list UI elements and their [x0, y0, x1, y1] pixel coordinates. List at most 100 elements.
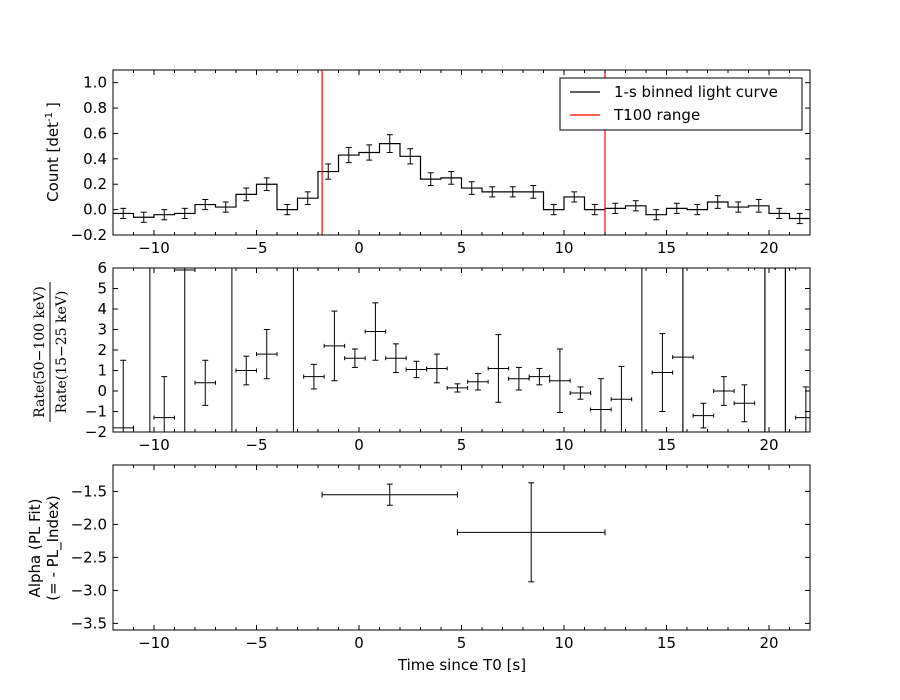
- alpha-x-tick-label: 5: [457, 634, 467, 652]
- light-curve-error-bar: [571, 191, 578, 203]
- hardness-ratio-point: [590, 378, 612, 432]
- light-curve-error-bar: [591, 204, 598, 216]
- light-curve-y-tick-label: 0.6: [83, 124, 107, 142]
- alpha-y-tick-label: −3.0: [71, 581, 107, 599]
- hardness-ratio-point: [323, 310, 346, 382]
- legend-box: [559, 77, 803, 131]
- legend-label-light-curve: 1-s binned light curve: [614, 83, 778, 101]
- light-curve-error-bar: [140, 211, 147, 223]
- light-curve-x-tick-label: −10: [138, 239, 170, 257]
- light-curve-error-bar: [304, 191, 311, 206]
- hardness-ratio-point: [426, 353, 448, 384]
- alpha-x-tick-label: 10: [554, 634, 573, 652]
- x-axis-label: Time since T0 [s]: [397, 656, 526, 674]
- hardness-ratio-x-tick-label: 0: [354, 436, 364, 454]
- hardness-ratio-point: [344, 348, 366, 368]
- light-curve-error-bar: [530, 185, 537, 199]
- light-curve-error-bar: [222, 201, 229, 213]
- light-curve-y-tick-label: −0.2: [71, 226, 107, 244]
- hardness-ratio-point: [713, 376, 735, 406]
- light-curve-error-bar: [407, 148, 414, 165]
- hardness-ratio-y-tick-label: 6: [97, 259, 107, 277]
- hardness-ratio-point: [405, 360, 428, 379]
- light-curve-error-bar: [632, 200, 639, 212]
- alpha-point: [321, 483, 458, 506]
- hardness-ratio-x-tick-label: −10: [138, 436, 170, 454]
- light-curve-error-bar: [120, 207, 127, 219]
- light-curve-error-bar: [366, 144, 373, 161]
- light-curve-error-bar: [509, 186, 516, 198]
- light-curve-error-bar: [673, 202, 680, 214]
- alpha-x-tick-label: 20: [759, 634, 778, 652]
- hardness-ratio-point: [467, 373, 489, 391]
- hardness-ratio-point: [672, 268, 694, 432]
- hardness-ratio-point: [528, 367, 551, 386]
- alpha-y-axis-label-line1: Alpha (PL Fit): [26, 499, 44, 598]
- legend: 1-s binned light curve T100 range: [559, 77, 803, 131]
- hardness-ratio-point: [256, 329, 278, 380]
- hardness-ratio-y-tick-label: 0: [97, 382, 107, 400]
- light-curve-y-tick-label: 0.8: [83, 99, 107, 117]
- hardness-ratio-x-tick-label: 20: [759, 436, 778, 454]
- light-curve-error-bar: [776, 207, 783, 219]
- light-curve-step-line: [113, 143, 810, 220]
- light-curve-y-tick-label: 0.4: [83, 150, 107, 168]
- hardness-ratio-point: [385, 343, 407, 374]
- light-curve-error-bar: [653, 209, 660, 221]
- hardness-ratio-plot-area: [113, 268, 810, 432]
- light-curve-y-tick-label: 0.2: [83, 175, 107, 193]
- hardness-ratio-point: [194, 359, 216, 406]
- hardness-ratio-point: [610, 365, 633, 432]
- light-curve-error-bar: [427, 172, 434, 186]
- hardness-ratio-point: [235, 355, 257, 386]
- light-curve-x-tick-label: 5: [457, 239, 467, 257]
- light-curve-error-bar: [345, 146, 352, 164]
- light-curve-y-tick-label: 0.0: [83, 201, 107, 219]
- hardness-ratio-point: [508, 366, 530, 391]
- hardness-ratio-y-tick-label: −1: [85, 403, 107, 421]
- hardness-ratio-point: [364, 302, 387, 361]
- light-curve-error-bar: [550, 204, 557, 216]
- alpha-axes-frame: [112, 464, 811, 631]
- hardness-ratio-point: [153, 376, 175, 432]
- light-curve-error-bar: [325, 163, 332, 180]
- light-curve-error-bar: [468, 181, 475, 195]
- light-curve-error-bar: [161, 209, 168, 221]
- hardness-ratio-label-numerator: Rate(50−100 keV): [32, 286, 48, 418]
- light-curve-x-tick-label: 0: [354, 239, 364, 257]
- alpha-y-tick-label: −1.5: [71, 482, 107, 500]
- light-curve-error-bar: [181, 207, 188, 219]
- light-curve-error-bar: [694, 204, 701, 216]
- light-curve-x-tick-label: 10: [554, 239, 573, 257]
- light-curve-x-tick-label: 15: [657, 239, 676, 257]
- alpha-y-tick-label: −2.5: [71, 548, 107, 566]
- light-curve-axes-frame: [112, 69, 811, 236]
- alpha-panel: −10 −5 0 5 10 15 20 −3.5 −3.0 −2.5 −2.0 −1.5: [71, 464, 811, 652]
- light-curve-panel: −10 −5 0 5 10 15 20 −0.2 0.0 0.2 0.4 0.6 0.8 1.0: [71, 69, 811, 257]
- alpha-y-tick-label: −3.5: [71, 614, 107, 632]
- alpha-plot-area: [321, 482, 606, 583]
- alpha-x-tick-label: −10: [138, 634, 170, 652]
- hardness-ratio-x-tick-label: 10: [554, 436, 573, 454]
- hardness-ratio-x-tick-label: 15: [657, 436, 676, 454]
- hardness-ratio-point: [487, 334, 510, 403]
- light-curve-error-bar: [448, 171, 455, 185]
- hardness-ratio-point: [795, 386, 810, 432]
- hardness-ratio-point: [692, 402, 715, 429]
- light-curve-error-bar: [755, 198, 762, 213]
- light-curve-y-axis-label: Count [det-1]: [44, 102, 62, 202]
- hardness-ratio-y-tick-label: 1: [97, 362, 107, 380]
- alpha-x-tick-label: −5: [245, 634, 267, 652]
- light-curve-x-tick-label: −5: [245, 239, 267, 257]
- alpha-y-axis-label-line2: (= - PL_Index): [44, 495, 63, 600]
- hardness-ratio-y-tick-label: 5: [97, 280, 107, 298]
- alpha-y-tick-label: −2.0: [71, 515, 107, 533]
- light-curve-error-bar: [202, 198, 209, 211]
- light-curve-error-bar: [796, 212, 803, 225]
- hardness-ratio-x-tick-label: 5: [457, 436, 467, 454]
- hardness-ratio-y-axis-label: Rate(50−100 keV) Rate(15−25 keV): [32, 282, 70, 422]
- light-curve-error-bar: [386, 134, 393, 153]
- light-curve-error-bar: [612, 202, 619, 214]
- hardness-ratio-y-tick-label: 3: [97, 321, 107, 339]
